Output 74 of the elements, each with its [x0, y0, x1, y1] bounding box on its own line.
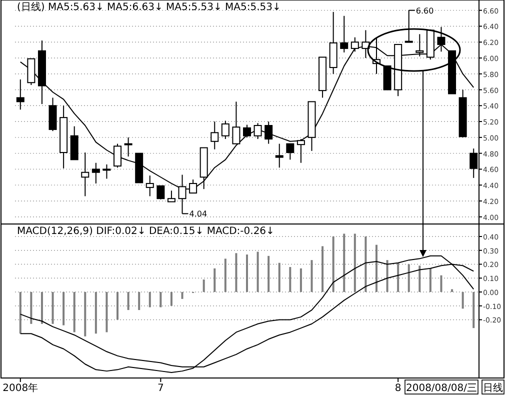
bar — [278, 262, 280, 292]
annotation: 6.60 — [416, 6, 434, 16]
bar — [138, 292, 140, 310]
bar — [40, 292, 43, 324]
bar — [397, 262, 400, 292]
candlestick — [264, 121, 273, 144]
candlestick — [243, 124, 251, 138]
bar — [289, 267, 292, 292]
text: 日线 — [483, 382, 503, 394]
bar — [19, 292, 22, 334]
bar — [408, 264, 410, 292]
bar — [116, 292, 119, 320]
candlestick — [124, 136, 132, 157]
candlestick — [254, 122, 262, 140]
bar — [440, 275, 442, 292]
candlestick — [156, 185, 165, 200]
bar — [310, 260, 313, 292]
bar — [462, 292, 464, 309]
bar — [472, 292, 475, 328]
bar — [30, 292, 32, 324]
bar — [300, 268, 302, 292]
annotation: MACD(12,26,9) DIF:0.02↓ DEA:0.15↓ MACD:-0.26↓ — [17, 226, 274, 237]
candlestick — [27, 58, 36, 86]
candlestick — [146, 175, 154, 197]
bar — [451, 289, 454, 292]
x-tick-label: 7 — [157, 383, 164, 394]
bar — [418, 266, 421, 292]
bar — [73, 292, 76, 332]
bar — [181, 292, 184, 299]
bar — [106, 292, 108, 332]
annotation: (日线) MA5:5.63↓ MA5:6.63↓ MA5:5.53↓ MA5:5.53↓ — [17, 1, 281, 13]
bar — [52, 292, 54, 324]
bar — [62, 292, 65, 326]
bar — [429, 268, 432, 292]
candlestick — [48, 97, 57, 132]
bar — [84, 292, 86, 336]
bar — [214, 268, 216, 292]
candlestick — [16, 78, 24, 110]
candlestick — [114, 143, 122, 168]
bar — [375, 244, 378, 292]
bar — [127, 292, 130, 310]
text: 2008/08/08/三 — [406, 383, 477, 394]
candlestick — [383, 65, 392, 90]
candlestick — [70, 126, 78, 160]
annotation: 4.04 — [189, 210, 208, 219]
candlestick — [221, 120, 230, 140]
bar — [160, 292, 162, 308]
bar — [256, 252, 259, 292]
bar — [332, 236, 334, 292]
x-tick-label: 8 — [394, 383, 402, 394]
candlestick — [275, 143, 284, 168]
candlestick — [102, 164, 111, 180]
candlestick — [296, 138, 305, 164]
bar — [170, 292, 172, 306]
bar — [202, 279, 205, 292]
candlestick — [232, 101, 240, 144]
candlestick — [81, 152, 90, 197]
bar — [224, 258, 226, 292]
bar — [235, 253, 238, 292]
bar — [322, 246, 324, 292]
candlestick — [340, 15, 348, 53]
bar — [364, 236, 367, 292]
bar — [386, 260, 388, 292]
candlestick — [286, 143, 294, 160]
bar — [268, 256, 270, 292]
x-tick-label: 2008年 — [2, 382, 38, 394]
bar — [94, 292, 97, 334]
bar — [343, 234, 346, 292]
candlestick — [167, 190, 176, 202]
bar — [246, 254, 248, 292]
bar — [354, 234, 356, 292]
candlestick — [92, 162, 100, 184]
bar — [148, 292, 151, 308]
candlestick — [210, 121, 219, 150]
